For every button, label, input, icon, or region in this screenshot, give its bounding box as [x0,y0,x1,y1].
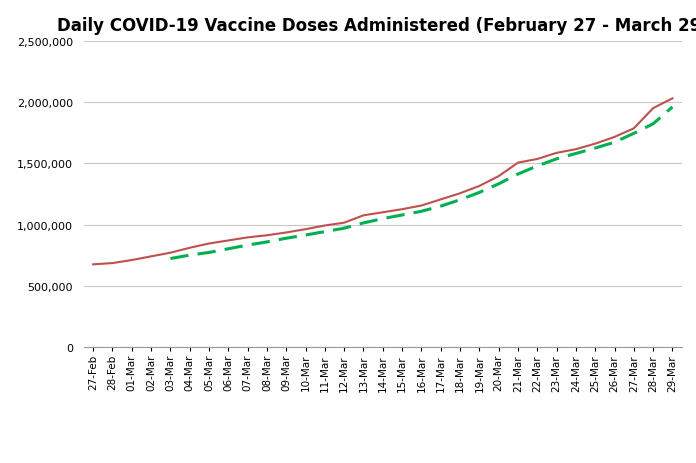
Title: Daily COVID-19 Vaccine Doses Administered (February 27 - March 29): Daily COVID-19 Vaccine Doses Administere… [57,17,696,35]
